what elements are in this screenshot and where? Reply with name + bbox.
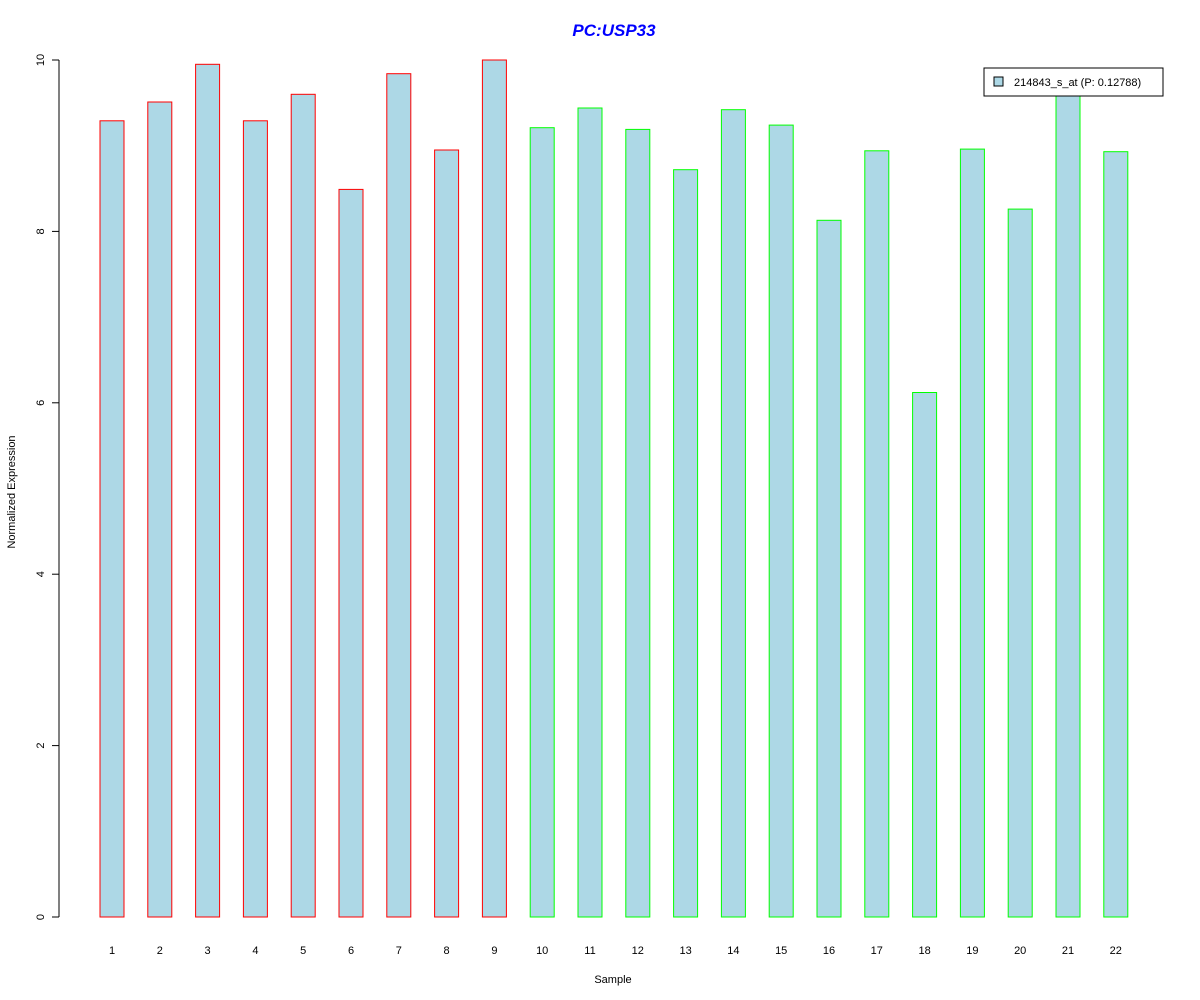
x-tick-label: 16 (823, 945, 835, 957)
x-tick-label: 14 (727, 945, 739, 957)
bar-sample-13 (673, 169, 699, 918)
x-tick-label: 12 (632, 945, 644, 957)
bar-sample-8 (434, 149, 460, 918)
bar-sample-17 (864, 150, 890, 918)
x-tick-label: 13 (679, 945, 691, 957)
bars (99, 59, 1129, 918)
bar-sample-5 (290, 93, 316, 918)
bar-sample-15 (768, 124, 794, 918)
chart-title: PC:USP33 (572, 21, 656, 40)
y-tick-label: 0 (35, 914, 47, 920)
bar-sample-18 (912, 392, 938, 918)
x-tick-label: 4 (252, 945, 258, 957)
bar-sample-19 (959, 148, 985, 918)
legend-box (983, 67, 1164, 97)
y-tick-label: 8 (35, 228, 47, 234)
bar-sample-6 (338, 188, 364, 918)
x-tick-label: 7 (396, 945, 402, 957)
x-tick-label: 5 (300, 945, 306, 957)
legend-swatch (993, 76, 1004, 87)
x-tick-label: 20 (1014, 945, 1026, 957)
y-tick-label: 4 (35, 571, 47, 577)
x-tick-label: 11 (584, 945, 595, 957)
bar-sample-14 (720, 109, 746, 918)
x-tick-label: 22 (1110, 945, 1122, 957)
legend: 214843_s_at (P: 0.12788) (983, 67, 1164, 97)
y-tick-label: 10 (35, 54, 47, 66)
bar-sample-10 (529, 127, 555, 918)
x-tick-label: 9 (491, 945, 497, 957)
bar-sample-20 (1007, 208, 1033, 918)
x-tick-label: 19 (966, 945, 978, 957)
bar-sample-22 (1103, 151, 1129, 918)
x-axis-label: Sample (594, 974, 631, 986)
x-tick-label: 8 (444, 945, 450, 957)
bar-sample-3 (195, 63, 221, 918)
x-tick-label: 17 (871, 945, 883, 957)
y-tick-label: 2 (35, 743, 47, 749)
y-axis: 0 2 4 6 8 10 (35, 54, 60, 920)
x-tick-label: 21 (1062, 945, 1074, 957)
bar-sample-9 (481, 59, 507, 918)
bar-sample-2 (147, 101, 173, 918)
y-axis-label: Normalized Expression (6, 435, 18, 548)
x-tick-labels: 1 2 3 4 5 6 7 8 9 10 11 12 13 14 15 16 17 18 19 20 21 22 (109, 945, 1122, 957)
bar-sample-7 (386, 73, 412, 918)
y-tick-label: 6 (35, 400, 47, 406)
x-tick-label: 15 (775, 945, 787, 957)
x-tick-label: 3 (205, 945, 211, 957)
bar-sample-12 (625, 128, 651, 918)
bar-sample-1 (99, 120, 125, 918)
x-tick-label: 1 (109, 945, 115, 957)
x-tick-label: 6 (348, 945, 354, 957)
bar-sample-21 (1055, 92, 1081, 918)
bar-sample-16 (816, 219, 842, 918)
legend-label: 214843_s_at (P: 0.12788) (1014, 77, 1141, 89)
x-tick-label: 18 (918, 945, 930, 957)
bar-sample-11 (577, 107, 603, 918)
x-tick-label: 2 (157, 945, 163, 957)
x-tick-label: 10 (536, 945, 548, 957)
bar-sample-4 (242, 120, 268, 918)
